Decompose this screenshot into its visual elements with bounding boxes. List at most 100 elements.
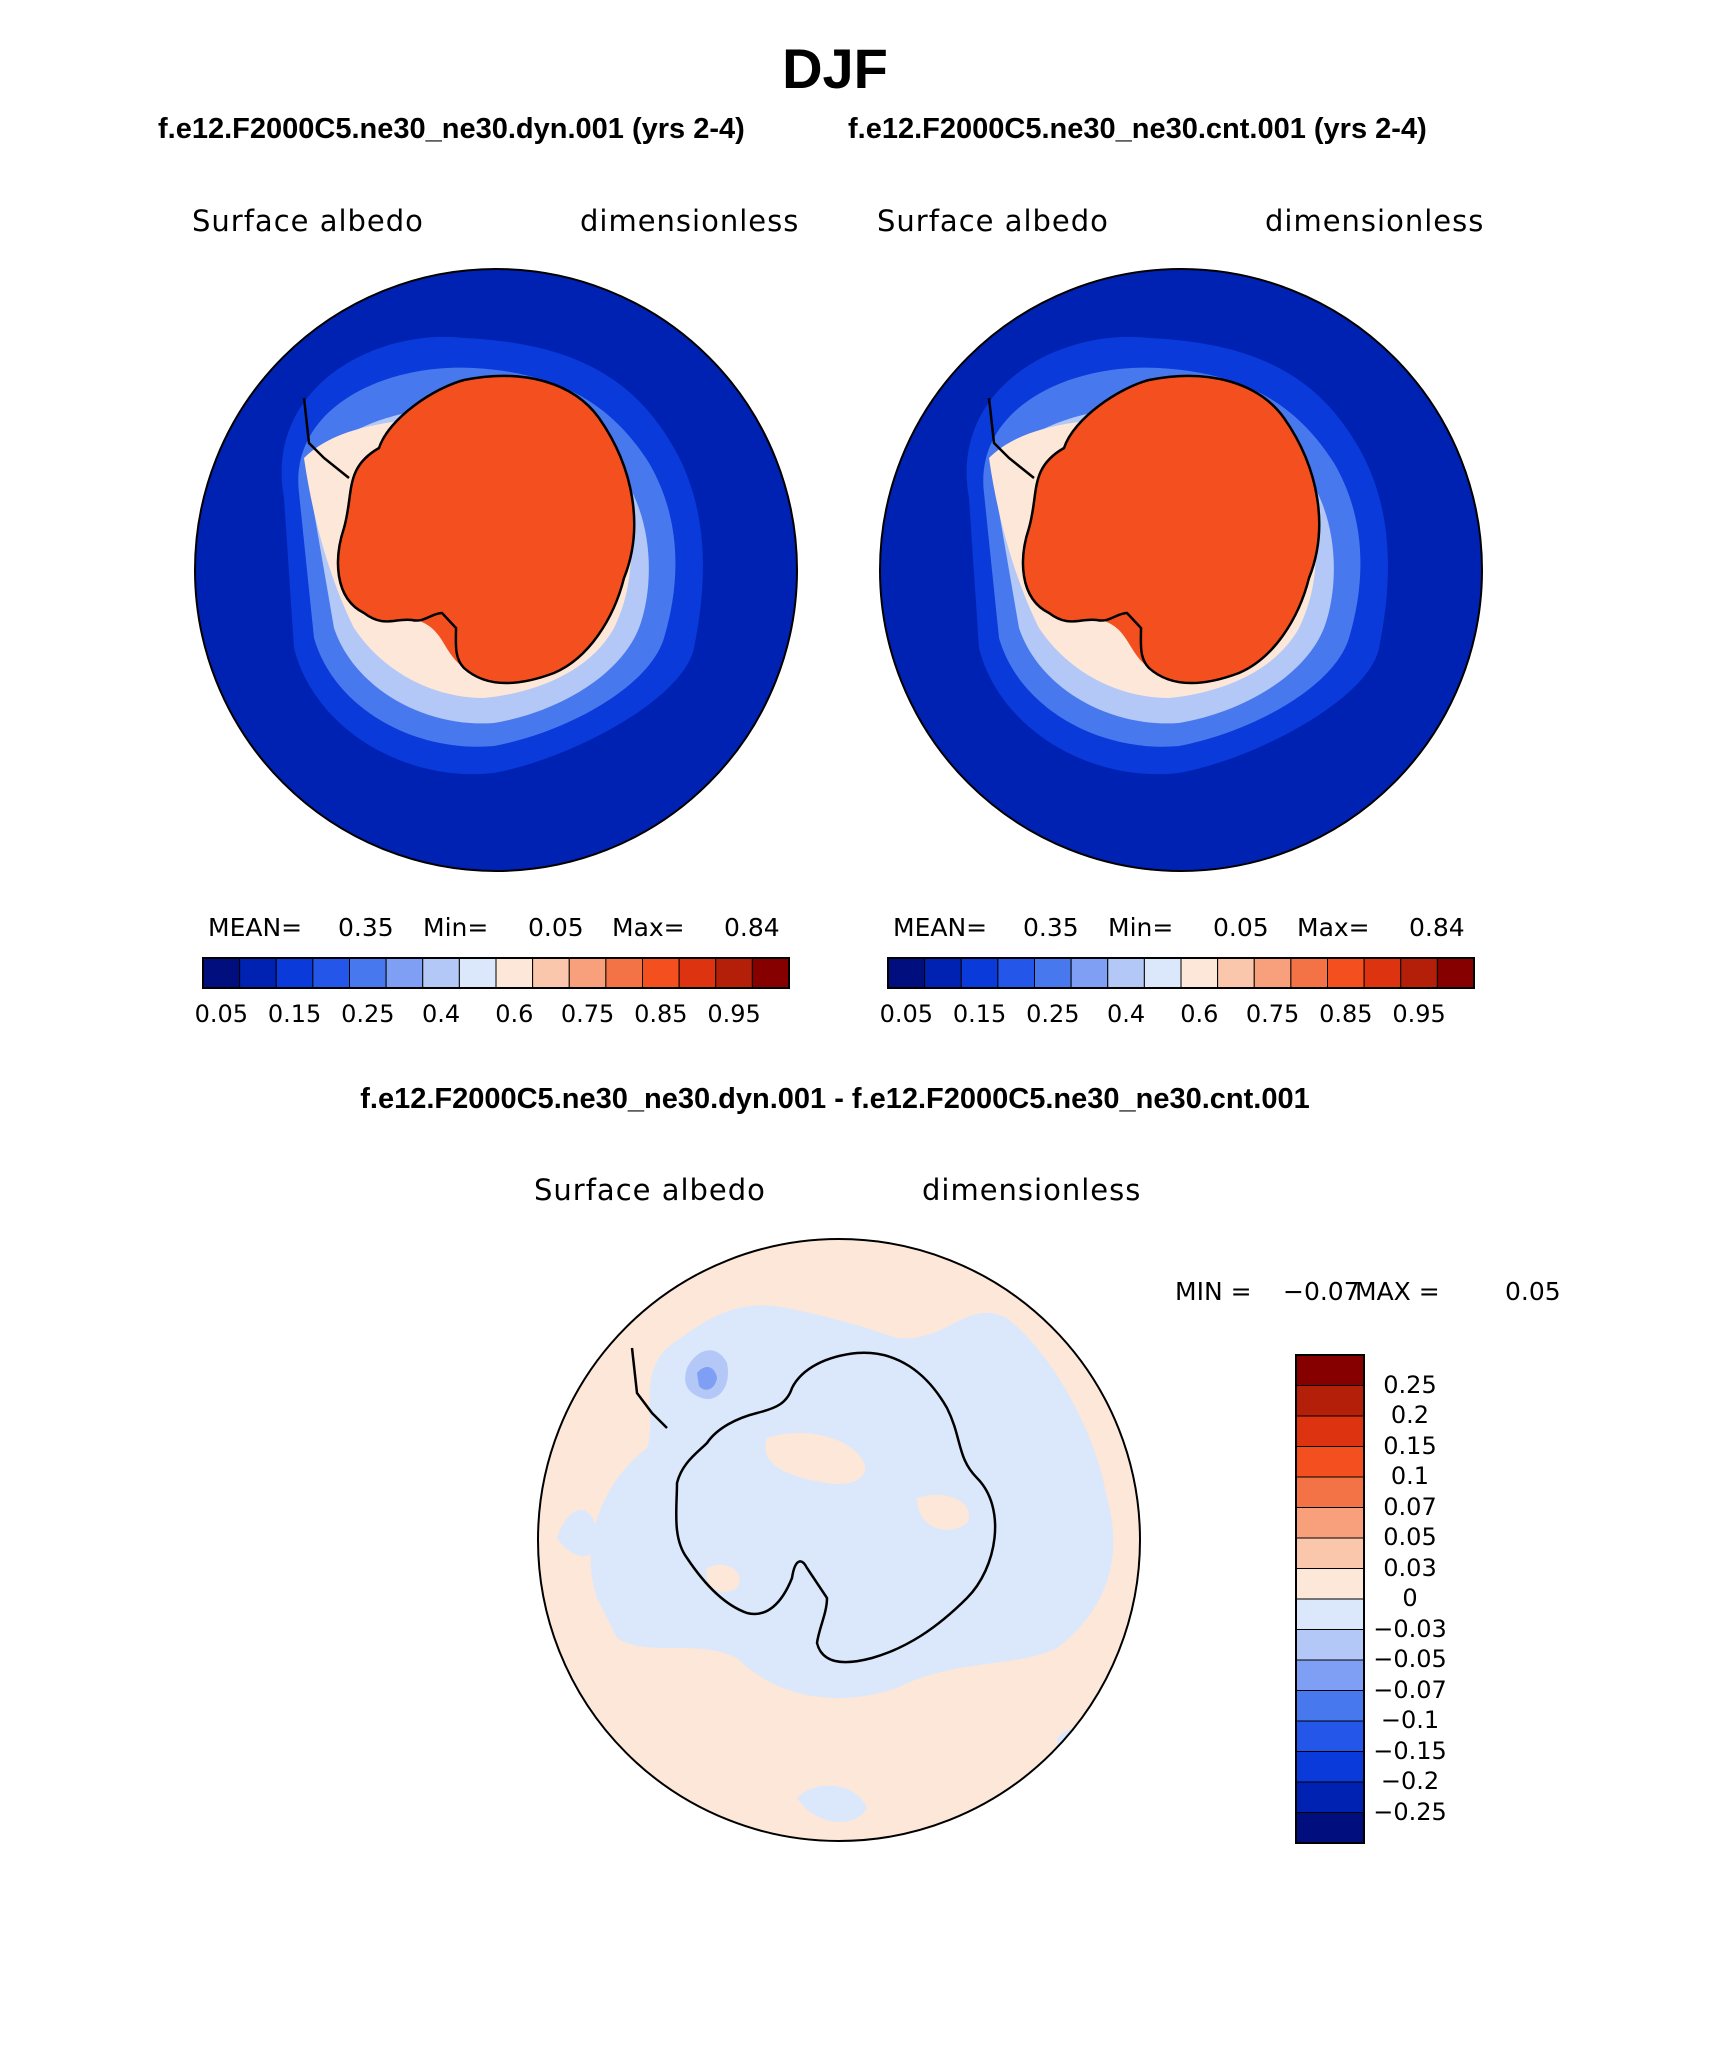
colorbar-swatch	[1034, 957, 1072, 989]
colorbar-swatch	[1295, 1629, 1365, 1661]
colorbar-swatch	[1290, 957, 1328, 989]
colorbar-swatch	[1363, 957, 1402, 989]
panel2-min-value: 0.05	[1213, 913, 1269, 942]
panel2-variable: Surface albedo	[877, 204, 1109, 238]
colorbar-swatch	[1295, 1476, 1365, 1508]
colorbar-panel1	[202, 957, 790, 989]
colorbar-tick-label: 0.05	[879, 1000, 934, 1028]
colorbar-tick-label: 0.07	[1383, 1492, 1437, 1521]
panel1-min-label: Min=	[423, 913, 489, 942]
diff-negative-strong	[697, 1366, 717, 1390]
coastline	[630, 1347, 997, 1664]
colorbar-tick-label: −0.05	[1373, 1645, 1447, 1673]
colorbar-swatch	[495, 957, 534, 989]
subtitle-right: f.e12.F2000C5.ne30_ne30.cnt.001 (yrs 2-4…	[848, 113, 1427, 145]
panel1-mean-value: 0.35	[338, 913, 394, 942]
colorbar-swatch	[1295, 1354, 1365, 1386]
colorbar-swatch	[960, 957, 999, 989]
panel1-max-value: 0.84	[724, 913, 780, 942]
colorbar-swatch	[1217, 957, 1255, 989]
panel2-mean-label: MEAN=	[893, 913, 988, 942]
colorbar-swatch	[1295, 1537, 1365, 1569]
colorbar-swatch	[202, 957, 241, 989]
colorbar-swatch	[532, 957, 570, 989]
colorbar-swatch	[568, 957, 607, 989]
colorbar-tick-label: −0.2	[1380, 1767, 1440, 1795]
panel2-min-label: Min=	[1108, 913, 1174, 942]
colorbar-swatch	[1295, 1690, 1365, 1722]
colorbar-tick-label: −0.1	[1380, 1706, 1440, 1734]
diff-map	[537, 1238, 1141, 1842]
diff-negative-area	[590, 1305, 1114, 1698]
colorbar-diff	[1295, 1354, 1365, 1844]
panel2-map	[879, 268, 1483, 872]
colorbar-swatch	[1295, 1568, 1365, 1600]
colorbar-swatch	[1400, 957, 1438, 989]
colorbar-swatch	[1253, 957, 1292, 989]
diff-positive-patch	[706, 1433, 969, 1592]
colorbar-tick-label: 0.05	[194, 1000, 249, 1028]
colorbar-tick-label: −0.15	[1373, 1736, 1447, 1765]
panel1-map	[194, 268, 798, 872]
colorbar-tick-label: 0.4	[421, 1000, 461, 1028]
colorbar-tick-label: 0.2	[1390, 1401, 1430, 1429]
colorbar-swatch	[924, 957, 962, 989]
colorbar-tick-label: 0.15	[1383, 1431, 1437, 1460]
diff-max-label: MAX =	[1355, 1277, 1440, 1306]
panel2-max-value: 0.84	[1409, 913, 1465, 942]
ice-sheet-high-albedo	[338, 375, 635, 684]
panel1-mean-label: MEAN=	[208, 913, 303, 942]
coastline	[987, 374, 1321, 685]
colorbar-tick-label: 0.15	[267, 1000, 322, 1028]
colorbar-tick-label: 0.75	[560, 1000, 615, 1028]
diff-max-value: 0.05	[1505, 1277, 1561, 1306]
colorbar-swatch	[1180, 957, 1219, 989]
colorbar-tick-label: 0.85	[634, 1000, 688, 1028]
colorbar-swatch	[1295, 1781, 1365, 1813]
colorbar-swatch	[642, 957, 680, 989]
colorbar-swatch	[997, 957, 1035, 989]
colorbar-swatch	[239, 957, 277, 989]
diff-variable: Surface albedo	[534, 1173, 766, 1207]
colorbar-swatch	[678, 957, 717, 989]
colorbar-swatch	[1295, 1751, 1365, 1783]
panel1-min-value: 0.05	[528, 913, 584, 942]
colorbar-swatch	[1143, 957, 1182, 989]
colorbar-tick-label: 0.15	[952, 1000, 1007, 1028]
panel2-units: dimensionless	[1265, 204, 1485, 238]
colorbar-swatch	[312, 957, 350, 989]
colorbar-tick-label: −0.07	[1373, 1675, 1447, 1704]
colorbar-swatch	[1295, 1720, 1365, 1752]
colorbar-frame	[202, 957, 790, 989]
colorbar-tick-label: 0	[1402, 1584, 1418, 1612]
colorbar-tick-label: 0.1	[1390, 1462, 1430, 1490]
colorbar-frame	[1295, 1354, 1365, 1844]
colorbar-swatch	[1327, 957, 1365, 989]
diff-min-value: −0.07	[1283, 1277, 1360, 1306]
colorbar-tick-label: 0.25	[1383, 1370, 1437, 1399]
colorbar-swatch	[1295, 1446, 1365, 1478]
coastline	[302, 374, 636, 685]
colorbar-tick-label: 0.03	[1383, 1553, 1437, 1582]
colorbar-swatch	[605, 957, 643, 989]
colorbar-swatch	[1107, 957, 1145, 989]
panel1-units: dimensionless	[580, 204, 800, 238]
colorbar-tick-label: −0.03	[1373, 1614, 1447, 1643]
subtitle-left: f.e12.F2000C5.ne30_ne30.dyn.001 (yrs 2-4…	[158, 113, 745, 145]
colorbar-tick-label: 0.4	[1106, 1000, 1146, 1028]
colorbar-frame	[887, 957, 1475, 989]
colorbar-swatch	[1070, 957, 1109, 989]
colorbar-swatch	[422, 957, 460, 989]
diff-units: dimensionless	[922, 1173, 1142, 1207]
colorbar-swatch	[1436, 957, 1475, 989]
colorbar-swatch	[1295, 1812, 1365, 1844]
colorbar-tick-label: 0.95	[1392, 1000, 1446, 1028]
colorbar-swatch	[458, 957, 497, 989]
colorbar-swatch	[887, 957, 926, 989]
panel1-variable: Surface albedo	[192, 204, 424, 238]
colorbar-tick-label: 0.6	[495, 1000, 534, 1028]
colorbar-tick-label: 0.85	[1319, 1000, 1373, 1028]
colorbar-swatch	[751, 957, 790, 989]
diff-min-label: MIN =	[1175, 1277, 1252, 1306]
diff-title: f.e12.F2000C5.ne30_ne30.dyn.001 - f.e12.…	[360, 1083, 1310, 1115]
